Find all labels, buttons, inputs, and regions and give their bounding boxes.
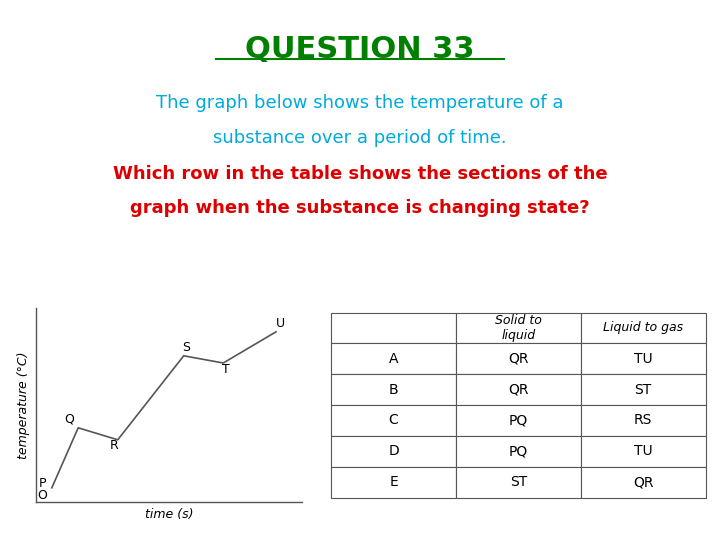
Text: QUESTION 33: QUESTION 33 [246, 35, 474, 64]
Text: Which row in the table shows the sections of the: Which row in the table shows the section… [113, 165, 607, 183]
Text: R: R [109, 440, 118, 453]
Text: U: U [276, 317, 285, 330]
Text: substance over a period of time.: substance over a period of time. [213, 129, 507, 146]
Text: Q: Q [64, 413, 74, 426]
Text: P: P [39, 477, 46, 490]
X-axis label: time (s): time (s) [145, 508, 194, 521]
Y-axis label: temperature (°C): temperature (°C) [17, 351, 30, 459]
Text: T: T [222, 362, 229, 376]
Text: The graph below shows the temperature of a: The graph below shows the temperature of… [156, 94, 564, 112]
Text: O: O [37, 489, 48, 502]
Text: graph when the substance is changing state?: graph when the substance is changing sta… [130, 199, 590, 217]
Text: S: S [182, 341, 190, 354]
